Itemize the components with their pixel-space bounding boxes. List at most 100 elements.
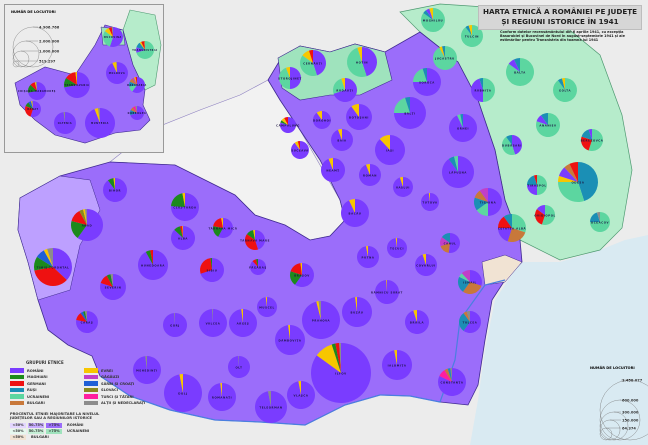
pie-transilvania: TRANSILVANIA [64,72,91,98]
pie-slice-ev [139,41,145,50]
pie-radauti: RĂDĂUȚI [333,78,357,103]
pie-slice-ev [31,101,33,109]
pie-slice-ru [590,212,600,222]
pie-slice-de [297,141,300,150]
pie-slice-ro [341,297,372,328]
pie-cernauti: CERNĂUȚI [300,50,326,76]
pie-slice-ua [558,182,585,203]
percent-bin: 50–75% [28,422,44,428]
pie-slice-ev [113,178,115,190]
pie-dambovita: DÂMBOVIȚA [275,325,305,356]
pie-slice-ot [84,209,87,225]
pie-tiraspol: TIRASPOL [527,175,547,195]
pie-slice-ro [425,8,433,20]
pie-slice-ot [268,391,271,407]
pie-cahul: CAHUL [440,232,461,254]
pie-romanati: ROMANAȚI [207,383,236,411]
pie-slice-ev [221,218,223,228]
pie-slice-ot [111,27,113,37]
pie-slice-ev [43,248,53,267]
pie-slice-ev [34,82,37,91]
pie-slice-de [71,210,87,225]
pie-slice-de [25,106,33,117]
pie-slice-ro [294,263,315,287]
pie-slice-ru [506,135,512,145]
pie-slice-hu [290,271,302,285]
pie-slice-ot [212,309,213,323]
county-label: SIBIU [207,268,218,272]
pie-ramnicu-sarat: RÂMNICU SĂRAT [371,280,402,304]
pie-slice-bg [130,107,137,113]
pie-slice-hu [106,274,113,287]
county-label: BUCOVINA [104,36,122,39]
pie-tighina: TIGHINA [474,188,502,216]
pie-slice-ev [241,309,243,323]
county-label: MUSCEL [259,305,274,309]
pie-gorj: GORJ [163,313,188,337]
pie-golta: GOLTA [553,78,577,102]
percent-row-label: ROMÂNI [67,423,84,428]
county-label: OCEACOV [591,220,609,224]
pie-slice-ro [508,59,520,72]
pie-slice-ru [460,114,463,128]
pie-slice-ro [255,230,265,250]
pie-slice-ro [313,50,326,76]
pie-slice-ro [340,199,369,228]
pie-hotin: HOTIN [347,47,378,77]
pie-slice-ro [375,280,400,304]
legend-label: EVREI [101,368,113,373]
pie-basarabia: BASARABIA [127,77,146,94]
southern-bessarabia-region [481,254,523,286]
pie-timis-torontal: TIMIȘ-TORONTAL [34,248,73,287]
pie-slice-ev [413,310,417,322]
pie-slice-ua [588,129,604,151]
pie-arges: ARGEȘ [228,309,257,337]
county-label: GORJ [170,323,180,327]
pie-slice-ro [164,374,203,412]
county-label: ORHEI [457,126,469,130]
pie-slice-ev [104,27,113,37]
pie-moldova: MOLDOVA [106,61,128,85]
pie-slice-de [252,259,258,267]
pie-fagaras: FĂGĂRAȘ [249,259,266,275]
pie-slice-ev [220,383,222,397]
pie-slice-ru [130,110,137,116]
size-legend-value: 1.458.077 [622,379,643,383]
legend-label: ROMÂNI [27,368,44,373]
percent-bin: 50–75% [28,428,44,434]
legend-swatch [84,387,98,393]
pie-slice-hu [34,256,53,271]
county-label: MOLDOVA [109,72,125,75]
legend-item-ua: UCRAINENI [10,394,80,399]
pie-slice-hu [82,311,87,322]
percent-row-label: BULGARI [31,435,49,440]
inset-map-historical-regions: BUCOVINA TRANSNISTRIA MOLDOVA BASARABIA CRIȘ… [4,4,164,153]
pie-ovidiopol: OVIDIOPOL [534,205,556,226]
pie-botosani: BOTOȘANI [346,104,373,131]
county-label: MUNTENIA [91,122,109,125]
legend-swatch [10,381,24,386]
pie-tarnava-mica: TÂRNAVA MICĂ [209,218,237,239]
legend-item-sr: SÂRBI ȘI CROAȚI [84,381,154,386]
pie-slice-ro [359,164,382,186]
pie-slice-ro [536,205,545,215]
county-label: DUBĂSARI [502,142,522,147]
pie-slice-hu [210,258,212,270]
pie-dolj: DOLJ [164,374,203,412]
pie-ilfov: ILFOV [311,343,371,404]
map-title: HARTA ETNICĂ A ROMÂNIEI PE JUDEȚE ȘI REG… [478,5,642,30]
pie-slice-ev [281,117,288,125]
county-label: CARAȘ [81,320,94,324]
pie-slice-ro [290,67,301,89]
percent-bin: >75% [46,422,62,428]
pie-slice-ro [488,188,502,216]
pie-slice-de [308,50,313,63]
legend-label: UCRAINENI [27,394,50,399]
pie-slice-hu [145,250,153,265]
pie-caras: CARAȘ [76,311,99,334]
legend-item-gg: GĂGĂUZI [84,374,154,380]
size-legend-circle [599,427,613,441]
pie-oltenia: OLTENIA [53,112,76,134]
pie-lapusna: LĂPUȘNA [442,156,475,188]
county-label: OVIDIOPOL [534,213,556,217]
